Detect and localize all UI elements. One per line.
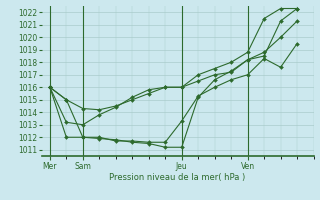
X-axis label: Pression niveau de la mer( hPa ): Pression niveau de la mer( hPa )	[109, 173, 246, 182]
